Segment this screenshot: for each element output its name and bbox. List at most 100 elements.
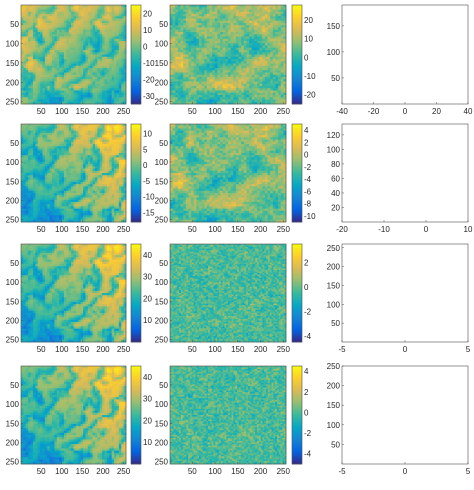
row4-histogram-xtick-label: 5 xyxy=(466,467,471,476)
row2-middle-ytick-label: 250 xyxy=(155,216,169,225)
row3-left-ytick-label: 100 xyxy=(6,278,20,287)
row3-middle-colorbar xyxy=(292,244,302,343)
row3-left-colorbar-tick-label: 40 xyxy=(143,251,152,260)
row1-middle-xtick-label: 100 xyxy=(208,107,222,116)
row2-left-image xyxy=(21,124,127,223)
row3-histogram-ytick-label: 150 xyxy=(327,281,341,290)
row2-middle-colorbar-tick-label: 2 xyxy=(304,138,309,147)
row3-left-xtick-label: 50 xyxy=(37,345,46,354)
row2-left-ytick-label: 250 xyxy=(6,216,20,225)
row1-histogram-xtick-label: -20 xyxy=(368,107,380,116)
row3-histogram-xtick-label: 0 xyxy=(403,345,408,354)
row1-middle-image-frame xyxy=(169,4,287,105)
row2-left-colorbar-tick-label: 5 xyxy=(143,145,148,154)
row2-histogram-ytick-label: 40 xyxy=(331,189,340,198)
row3-histogram-ytick-label: 200 xyxy=(327,263,341,272)
row2-middle-colorbar-tick-label: -2 xyxy=(304,163,312,172)
row3-middle-image-frame xyxy=(169,243,287,343)
row3-middle-xtick-label: 100 xyxy=(208,345,222,354)
row3-middle-ytick-label: 200 xyxy=(155,316,169,325)
row2-left-xtick-label: 100 xyxy=(55,225,69,234)
row2-left-colorbar-tick-label: -15 xyxy=(143,209,155,218)
row2-middle-xtick-label: 200 xyxy=(254,225,268,234)
row4-left-colorbar-tick-label: 30 xyxy=(143,395,152,404)
row1-histogram-xtick-label: 0 xyxy=(403,107,408,116)
row1-left-colorbar-tick-label: -10 xyxy=(143,59,155,68)
row4-left-xtick-label: 150 xyxy=(76,467,90,476)
row4-left-ytick-label: 200 xyxy=(6,438,20,447)
row3-left-colorbar-tick-label: 30 xyxy=(143,273,152,282)
row4-left-colorbar-tick-label: 20 xyxy=(143,416,152,425)
row1-left-xtick-label: 50 xyxy=(37,107,46,116)
row2-middle-colorbar-tick-label: -10 xyxy=(304,212,316,221)
row1-left-ytick-label: 50 xyxy=(10,20,19,29)
row3-left-ytick-label: 150 xyxy=(6,297,20,306)
row1-middle-ytick-label: 50 xyxy=(159,20,168,29)
row3-middle-ytick-label: 250 xyxy=(155,336,169,345)
row3-histogram-frame xyxy=(341,243,469,343)
row2-left-colorbar xyxy=(131,124,141,223)
row1-left-colorbar-tick-label: -30 xyxy=(143,92,155,101)
row4-histogram-ytick-label: 50 xyxy=(331,440,340,449)
row1-middle-colorbar-tick-label: 20 xyxy=(304,16,313,25)
row1-left-ytick-label: 200 xyxy=(6,78,20,87)
row4-middle-colorbar-tick-label: 2 xyxy=(304,388,309,397)
row1-left-colorbar-tick-label: 10 xyxy=(143,26,152,35)
row3-left-xtick-label: 200 xyxy=(96,345,110,354)
image-layer xyxy=(21,5,302,465)
row3-middle-colorbar-tick-label: 0 xyxy=(304,283,309,292)
row4-middle-xtick-label: 50 xyxy=(188,467,197,476)
row2-middle-xtick-label: 250 xyxy=(277,225,291,234)
row1-left-xtick-label: 250 xyxy=(117,107,131,116)
row2-middle-colorbar-tick-label: 4 xyxy=(304,126,309,135)
row1-middle-ytick-label: 150 xyxy=(155,59,169,68)
row4-left-ytick-label: 50 xyxy=(10,381,19,390)
row4-left-image xyxy=(21,366,127,465)
row4-left-ytick-label: 100 xyxy=(6,400,20,409)
row1-middle-xtick-label: 50 xyxy=(188,107,197,116)
row4-left-xtick-label: 250 xyxy=(117,467,131,476)
row1-histogram-ytick-label: 50 xyxy=(331,74,340,83)
row2-middle-colorbar-tick-label: 0 xyxy=(304,151,309,160)
row4-middle-ytick-label: 200 xyxy=(155,438,169,447)
row1-middle-ytick-label: 250 xyxy=(155,98,169,107)
row4-middle-image xyxy=(170,366,287,465)
row2-left-colorbar-tick-label: 10 xyxy=(143,129,152,138)
row4-middle-colorbar xyxy=(292,366,302,465)
row4-middle-ytick-label: 100 xyxy=(155,400,169,409)
row2-left-ytick-label: 150 xyxy=(6,177,20,186)
row4-middle-ytick-label: 250 xyxy=(155,458,169,467)
row2-histogram-ytick-label: 20 xyxy=(331,203,340,212)
row2-histogram-ytick-label: 120 xyxy=(327,131,341,140)
row2-left-ytick-label: 50 xyxy=(10,139,19,148)
row2-histogram-xtick-label: -10 xyxy=(378,225,390,234)
row1-histogram-xtick-label: 40 xyxy=(464,107,473,116)
row3-histogram-ytick-label: 50 xyxy=(331,319,340,328)
row1-left-colorbar-tick-label: 20 xyxy=(143,9,152,18)
row1-middle-colorbar xyxy=(292,5,302,105)
row1-middle-xtick-label: 150 xyxy=(231,107,245,116)
row3-histogram-xtick-label: -5 xyxy=(338,345,346,354)
row3-middle-ytick-label: 150 xyxy=(155,297,169,306)
row4-middle-colorbar-tick-label: 0 xyxy=(304,408,309,417)
row3-middle-ytick-label: 50 xyxy=(159,259,168,268)
row3-middle-xtick-label: 200 xyxy=(254,345,268,354)
row1-middle-colorbar-tick-label: -10 xyxy=(304,72,316,81)
row3-left-xtick-label: 100 xyxy=(55,345,69,354)
row1-middle-ytick-label: 200 xyxy=(155,78,169,87)
row3-middle-image xyxy=(170,244,287,343)
row4-middle-ytick-label: 50 xyxy=(159,381,168,390)
row4-middle-colorbar-tick-label: 4 xyxy=(304,367,309,376)
row2-middle-xtick-label: 50 xyxy=(188,225,197,234)
row1-histogram-frame xyxy=(341,4,469,105)
row2-middle-colorbar-tick-label: -6 xyxy=(304,187,312,196)
row4-left-image-frame xyxy=(20,365,127,465)
row1-left-xtick-label: 200 xyxy=(96,107,110,116)
row4-left-ytick-label: 150 xyxy=(6,419,20,428)
row2-middle-xtick-label: 150 xyxy=(231,225,245,234)
row1-left-xtick-label: 100 xyxy=(55,107,69,116)
row3-left-image xyxy=(21,244,127,343)
row1-histogram-ytick-label: 100 xyxy=(327,48,341,57)
row4-left-colorbar-tick-label: 10 xyxy=(143,438,152,447)
row2-left-ytick-label: 100 xyxy=(6,158,20,167)
